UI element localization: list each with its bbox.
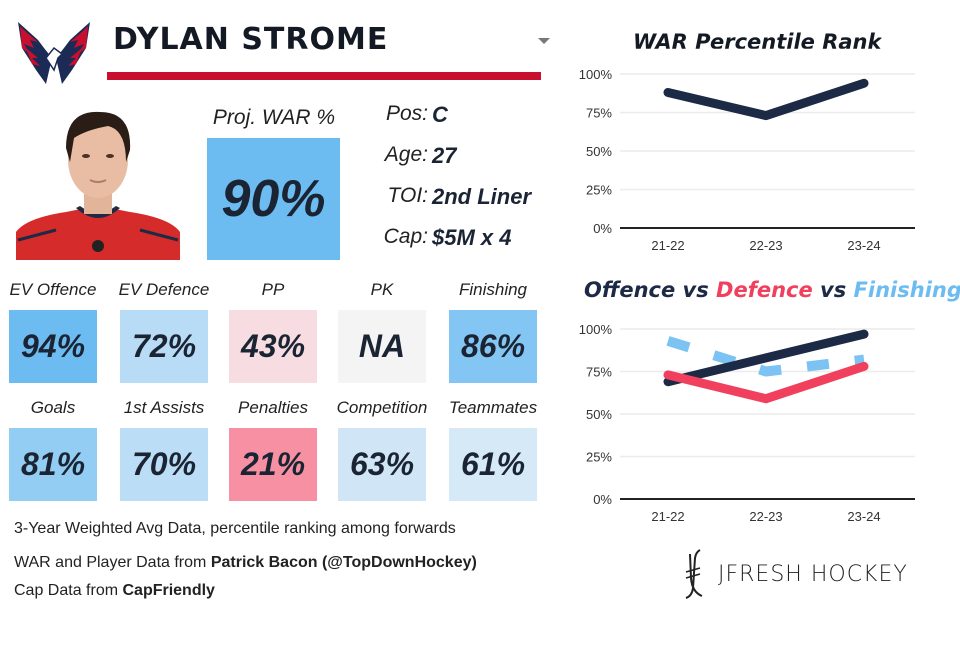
x-tick-label: 21-22 xyxy=(651,509,684,524)
stat-label: PK xyxy=(370,280,394,299)
footnote-source-name: CapFriendly xyxy=(122,582,215,599)
offence-defence-finishing-chart: 0% 25% 50% 75% 100% 21-22 22-23 23-24 xyxy=(579,322,915,524)
stat-value: 43% xyxy=(229,310,317,383)
footnote-cap-source: Cap Data from CapFriendly xyxy=(14,582,215,600)
stat-value: NA xyxy=(338,310,426,383)
y-tick-label: 50% xyxy=(586,407,612,422)
jfresh-hockey-sticks-icon xyxy=(685,549,703,599)
title-defence: Defence xyxy=(716,278,813,302)
x-tick-label: 21-22 xyxy=(651,238,684,253)
y-tick-label: 50% xyxy=(586,144,612,159)
y-tick-label: 100% xyxy=(579,322,613,337)
y-tick-label: 100% xyxy=(579,67,613,82)
caret-down-icon[interactable] xyxy=(538,38,550,44)
war-percentile-chart: 0% 25% 50% 75% 100% 21-22 22-23 23-24 xyxy=(579,67,915,253)
stat-label: Finishing xyxy=(458,280,528,299)
info-key: Pos: xyxy=(385,102,428,125)
y-tick-label: 75% xyxy=(586,106,612,121)
info-value: $5M x 4 xyxy=(432,225,512,250)
series-line-war xyxy=(663,78,869,121)
y-tick-label: 25% xyxy=(586,450,612,465)
info-key: Age: xyxy=(384,143,428,166)
stat-label: Competition xyxy=(336,398,428,417)
stat-value: 72% xyxy=(120,310,208,383)
capitals-eagle-icon xyxy=(18,22,90,84)
info-value: 2nd Liner xyxy=(432,184,532,209)
footnote-text: Cap Data from xyxy=(14,582,123,599)
stat-label: 1st Assists xyxy=(123,398,205,417)
stat-value: 70% xyxy=(120,428,208,501)
info-value: 27 xyxy=(432,143,457,168)
footnote-source-name: Patrick Bacon (@TopDownHockey) xyxy=(210,554,477,571)
stat-value: 86% xyxy=(449,310,537,383)
stat-value: 61% xyxy=(449,428,537,501)
stat-label: Teammates xyxy=(448,398,538,417)
stat-label: EV Defence xyxy=(118,280,210,299)
team-logo xyxy=(8,18,100,86)
info-key: Cap: xyxy=(383,225,428,248)
x-tick-label: 23-24 xyxy=(847,509,880,524)
stat-label: PP xyxy=(261,280,285,299)
brand-name: JFRESH HOCKEY xyxy=(718,561,908,587)
x-tick-label: 23-24 xyxy=(847,238,880,253)
war-chart-title: WAR Percentile Rank xyxy=(633,30,882,54)
stat-label: Goals xyxy=(30,398,76,417)
player-name: DYLAN STROME xyxy=(113,22,389,57)
footnote-text: WAR and Player Data from xyxy=(14,554,211,571)
title-underline xyxy=(107,72,541,80)
x-tick-label: 22-23 xyxy=(749,238,782,253)
stat-value: 21% xyxy=(229,428,317,501)
player-headshot xyxy=(16,104,180,260)
stat-label: Penalties xyxy=(238,398,308,417)
title-vs: vs xyxy=(675,278,717,302)
offence-defence-finishing-chart-title: Offence vs Defence vs Finishing xyxy=(584,278,960,302)
proj-war-value: 90% xyxy=(207,138,340,260)
x-tick-label: 22-23 xyxy=(749,509,782,524)
stat-label: EV Offence xyxy=(9,280,97,299)
title-offence: Offence xyxy=(584,278,676,302)
y-tick-label: 0% xyxy=(593,492,612,507)
stat-value: 63% xyxy=(338,428,426,501)
y-tick-label: 75% xyxy=(586,365,612,380)
stat-value: 94% xyxy=(9,310,97,383)
title-vs: vs xyxy=(812,278,854,302)
title-finishing: Finishing xyxy=(853,278,960,302)
proj-war-label: Proj. WAR % xyxy=(212,106,336,129)
info-value: C xyxy=(432,102,448,127)
footnote-war-source: WAR and Player Data from Patrick Bacon (… xyxy=(14,554,477,572)
y-tick-label: 25% xyxy=(586,183,612,198)
footnote-methodology: 3-Year Weighted Avg Data, percentile ran… xyxy=(14,520,456,537)
info-key: TOI: xyxy=(387,184,428,207)
jfresh-hockey-brand: JFRESH HOCKEY xyxy=(682,548,908,600)
y-tick-label: 0% xyxy=(593,221,612,236)
stat-value: 81% xyxy=(9,428,97,501)
